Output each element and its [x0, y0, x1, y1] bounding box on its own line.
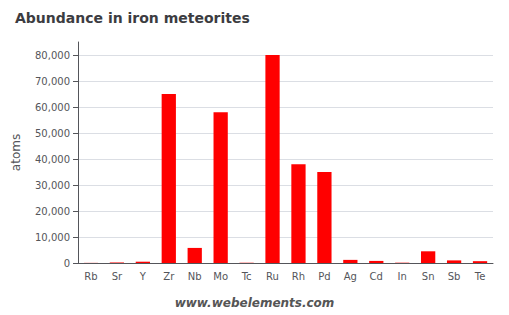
svg-text:In: In — [398, 271, 407, 282]
svg-text:atoms: atoms — [9, 134, 23, 171]
svg-text:20,000: 20,000 — [35, 206, 70, 217]
svg-text:Mo: Mo — [213, 271, 228, 282]
svg-text:Rb: Rb — [84, 271, 97, 282]
svg-text:Sb: Sb — [448, 271, 461, 282]
svg-text:Y: Y — [139, 271, 147, 282]
svg-text:Pd: Pd — [318, 271, 330, 282]
svg-text:50,000: 50,000 — [35, 128, 70, 139]
svg-text:Sn: Sn — [422, 271, 435, 282]
svg-text:Ag: Ag — [344, 271, 357, 282]
svg-text:Tc: Tc — [241, 271, 252, 282]
svg-text:10,000: 10,000 — [35, 232, 70, 243]
svg-text:60,000: 60,000 — [35, 102, 70, 113]
svg-text:Cd: Cd — [370, 271, 383, 282]
svg-text:Ru: Ru — [266, 271, 279, 282]
svg-text:www.webelements.com: www.webelements.com — [175, 296, 335, 310]
svg-text:80,000: 80,000 — [35, 50, 70, 61]
svg-text:30,000: 30,000 — [35, 180, 70, 191]
svg-text:0: 0 — [64, 258, 70, 269]
svg-text:Sr: Sr — [112, 271, 123, 282]
svg-text:40,000: 40,000 — [35, 154, 70, 165]
svg-text:Zr: Zr — [163, 271, 175, 282]
svg-text:Abundance in iron meteorites: Abundance in iron meteorites — [15, 10, 250, 26]
svg-text:70,000: 70,000 — [35, 76, 70, 87]
svg-text:Te: Te — [474, 271, 486, 282]
svg-text:Nb: Nb — [188, 271, 202, 282]
svg-text:Rh: Rh — [292, 271, 305, 282]
